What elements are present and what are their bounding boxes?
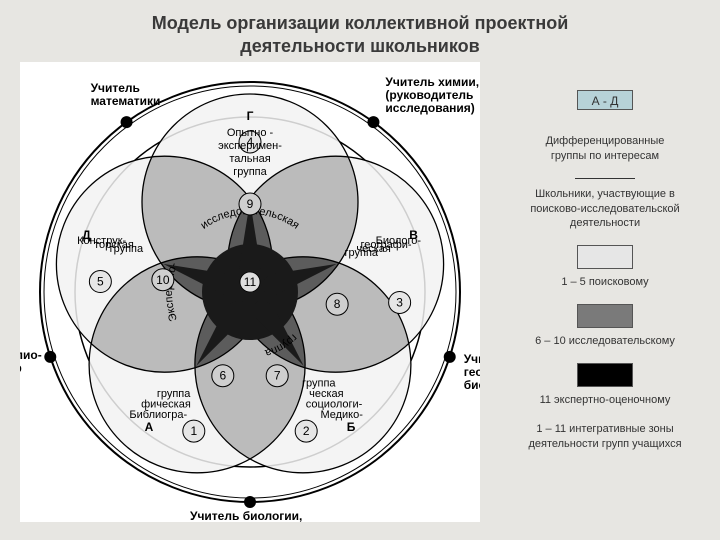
svg-text:социологи-: социологи- — [306, 399, 363, 411]
svg-text:группа: группа — [233, 166, 267, 178]
svg-text:биологии: биологии — [464, 378, 480, 392]
svg-text:10: 10 — [156, 273, 170, 287]
svg-text:Б: Б — [347, 420, 356, 434]
legend-6-10: 6 – 10 исследовательскому — [500, 334, 710, 349]
svg-text:исследования): исследования) — [385, 101, 474, 115]
svg-text:ческая: ческая — [309, 388, 344, 400]
svg-text:Медико-: Медико- — [320, 409, 363, 421]
legend-ad-desc: Дифференцированные группы по интересам — [500, 134, 710, 164]
svg-text:Г: Г — [247, 109, 254, 123]
svg-text:Учитель: Учитель — [91, 81, 140, 95]
venn-diagram: 1111исследовательскаяЭкспертно-группа123… — [20, 62, 480, 522]
svg-text:группа: группа — [110, 243, 144, 255]
svg-text:2: 2 — [303, 424, 310, 438]
svg-text:А: А — [145, 420, 154, 434]
svg-text:Учитель химии,: Учитель химии, — [385, 75, 479, 89]
legend-separator — [575, 178, 635, 179]
svg-text:3: 3 — [396, 295, 403, 309]
svg-text:эксперимен-: эксперимен- — [218, 140, 282, 152]
svg-text:группа: группа — [302, 378, 336, 390]
svg-text:9: 9 — [247, 197, 254, 211]
svg-text:тальная: тальная — [229, 153, 270, 165]
legend-school: Школьники, участвующие в поисково-исслед… — [500, 187, 710, 232]
swatch-ad-label: А - Д — [592, 94, 619, 108]
svg-text:6: 6 — [219, 369, 226, 383]
swatch-11 — [577, 363, 633, 387]
legend-11: 11 экспертно-оценочному — [500, 393, 710, 408]
svg-text:географии,: географии, — [464, 365, 480, 379]
svg-text:11: 11 — [244, 275, 257, 289]
title-line2: деятельности школьников — [240, 36, 479, 56]
svg-text:Опытно -: Опытно - — [227, 127, 274, 139]
svg-text:(руководитель: (руководитель — [385, 88, 473, 102]
svg-text:7: 7 — [274, 369, 281, 383]
legend-1-5: 1 – 5 поисковому — [500, 275, 710, 290]
legend-footer: 1 – 11 интегративные зоны деятельности г… — [500, 422, 710, 452]
svg-text:Библиогра-: Библиогра- — [129, 409, 187, 421]
svg-text:Учитель биологии,: Учитель биологии, — [190, 509, 302, 522]
swatch-1-5 — [577, 245, 633, 269]
title-line1: Модель организации коллективной проектно… — [152, 13, 569, 33]
swatch-6-10 — [577, 304, 633, 328]
svg-text:группа: группа — [345, 247, 379, 259]
legend: А - Д Дифференцированные группы по интер… — [500, 90, 710, 451]
svg-text:группа: группа — [157, 388, 191, 400]
svg-text:8: 8 — [334, 297, 341, 311]
svg-text:5: 5 — [97, 275, 104, 289]
svg-text:Библио-: Библио- — [20, 348, 42, 362]
svg-text:математики: математики — [91, 94, 161, 108]
svg-text:фическая: фическая — [141, 399, 191, 411]
svg-text:граф: граф — [20, 361, 22, 375]
svg-text:1: 1 — [190, 424, 197, 438]
svg-text:Учитель: Учитель — [464, 352, 480, 366]
